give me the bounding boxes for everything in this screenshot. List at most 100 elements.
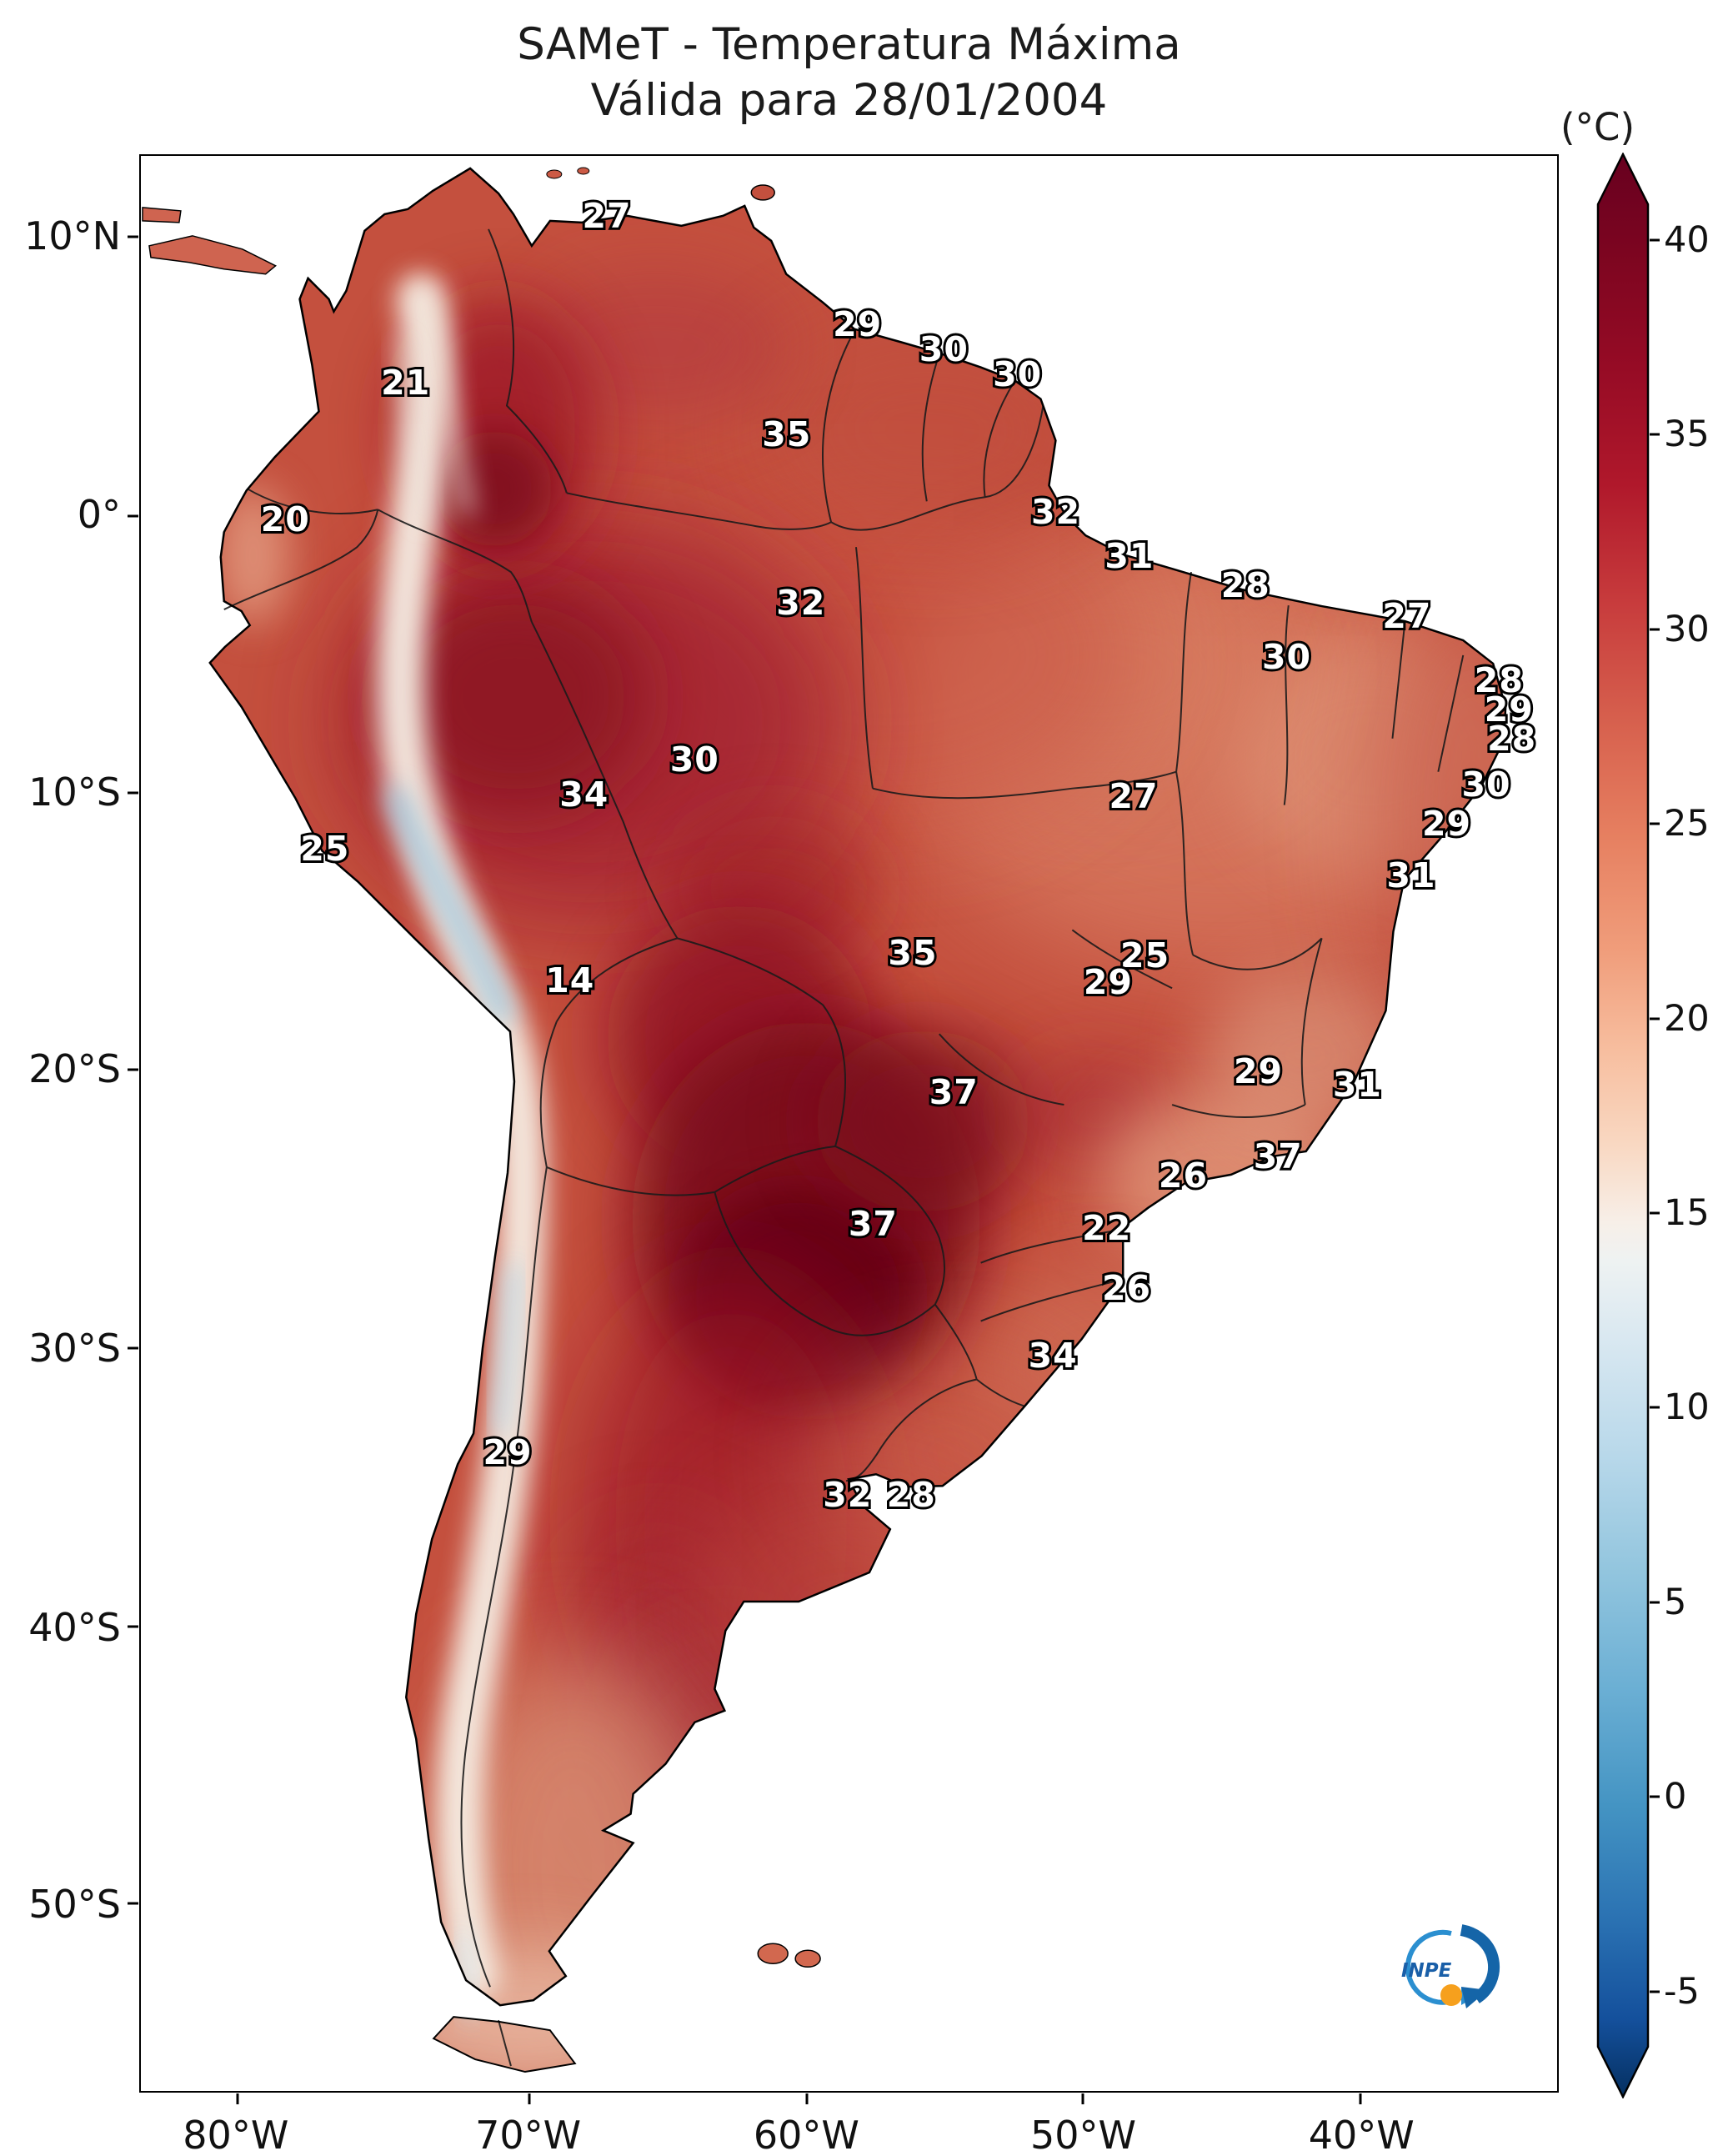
continent-coastline [208, 167, 1507, 2007]
colorbar-unit-label: (°C) [1560, 105, 1635, 149]
temp-label: 27 [1380, 594, 1433, 639]
inpe-logo-text: INPE [1401, 1960, 1452, 1982]
colorbar-tick-mark [1650, 1601, 1660, 1604]
colorbar-tick-mark [1650, 433, 1660, 436]
temp-label: 26 [1099, 1266, 1153, 1311]
temp-label: 30 [917, 327, 970, 372]
temp-label: 29 [1231, 1049, 1285, 1094]
inpe-logo: INPE [1368, 1910, 1522, 2031]
colorbar [1596, 153, 1650, 2098]
temp-label: 28 [1472, 658, 1525, 703]
temp-label: 30 [1260, 634, 1313, 679]
colorbar-tick-mark [1650, 1406, 1660, 1409]
colorbar-tick-mark [1650, 1990, 1660, 1993]
tierra-del-fuego-outline [432, 2016, 577, 2073]
x-axis-tick-label: 80°W [183, 2113, 289, 2156]
figure-title-line2: Válida para 28/01/2004 [590, 75, 1108, 126]
temp-label: 30 [990, 352, 1044, 397]
temp-label: 20 [258, 497, 312, 542]
temp-label: 29 [1482, 687, 1535, 732]
x-axis: 80°W 70°W 60°W 50°W 40°W [139, 2106, 1559, 2156]
colorbar-tick-mark [1650, 1211, 1660, 1215]
x-axis-tick-mark [528, 2093, 531, 2104]
y-axis-tick-mark [128, 235, 138, 238]
x-axis-tick-label: 40°W [1308, 2113, 1415, 2156]
temp-label: 28 [1485, 716, 1538, 761]
y-axis-tick-label: 10°S [28, 769, 121, 815]
y-axis-tick-label: 20°S [28, 1046, 121, 1092]
temp-label: 22 [1079, 1206, 1133, 1251]
temp-label: 29 [1420, 801, 1473, 846]
colorbar-tick-mark [1650, 1795, 1660, 1798]
temp-label: 29 [480, 1430, 533, 1475]
y-axis-tick-label: 10°N [24, 213, 121, 258]
temp-label: 29 [830, 302, 884, 347]
y-axis-tick-mark [128, 1346, 138, 1350]
temp-label: 32 [1029, 489, 1082, 534]
temp-label: 31 [1384, 853, 1437, 898]
temp-label: 31 [1102, 534, 1155, 579]
colorbar-tick-marks [1650, 153, 1661, 2098]
colorbar-tick-label: 30 [1664, 608, 1710, 650]
colorbar-tick-label: -5 [1664, 1970, 1700, 2013]
colorbar-tick-label: 25 [1664, 803, 1710, 845]
colorbar-tick-label: 15 [1664, 1192, 1710, 1235]
x-axis-tick-label: 50°W [1029, 2113, 1136, 2156]
colorbar-tick-label: 40 [1664, 219, 1710, 262]
colorbar-tick-label: 0 [1664, 1776, 1687, 1818]
colorbar-tick-mark [1650, 822, 1660, 825]
colorbar-tick-mark [1650, 628, 1660, 631]
x-axis-tick-mark [805, 2093, 809, 2104]
temp-label: 31 [1330, 1062, 1384, 1107]
colorbar-tick-label: 20 [1664, 997, 1710, 1040]
colorbar-tick-mark [1650, 238, 1660, 242]
y-axis-tick-label: 30°S [28, 1326, 121, 1371]
islands [142, 167, 821, 1968]
temp-label: 28 [1219, 563, 1272, 608]
temp-label: 37 [846, 1201, 899, 1246]
colorbar-tick-label: 10 [1664, 1386, 1710, 1429]
temp-label: 21 [378, 360, 432, 405]
y-axis: 10°N 0° 10°S 20°S 30°S 40°S 50°S [0, 154, 121, 2093]
colorbar-tick-label: 35 [1664, 414, 1710, 456]
temp-label: 28 [884, 1472, 938, 1517]
temp-label: 14 [543, 958, 596, 1003]
colorbar-tick-mark [1650, 1017, 1660, 1020]
temp-label: 27 [579, 193, 633, 238]
temp-label: 35 [885, 930, 939, 975]
map-plot-area: 27 29 30 30 21 35 20 32 31 28 27 32 30 28 29 28 30 30 34 27… [128, 154, 1559, 2104]
x-axis-tick-label: 60°W [753, 2113, 859, 2156]
inpe-logo-orange-dot [1440, 1984, 1462, 2006]
y-axis-tick-mark [128, 1625, 138, 1628]
x-axis-tick-mark [1081, 2093, 1084, 2104]
colorbar-tick-labels: 40 35 30 25 20 15 10 5 0 -5 [1664, 153, 1723, 2098]
x-axis-tick-mark [236, 2093, 239, 2104]
x-axis-tick-label: 70°W [475, 2113, 582, 2156]
temp-label: 34 [557, 772, 610, 817]
y-axis-tick-label: 50°S [28, 1882, 121, 1928]
temp-label: 30 [668, 737, 721, 782]
temp-label: 25 [298, 826, 351, 871]
temp-label: 26 [1156, 1153, 1210, 1198]
temp-label: 25 [1118, 933, 1171, 978]
country-state-borders [223, 228, 1465, 2067]
temp-label: 37 [927, 1070, 980, 1115]
y-axis-tick-mark [128, 791, 138, 795]
temperature-labels-layer: 27 29 30 30 21 35 20 32 31 28 27 32 30 28 29 28 30 30 34 27… [141, 156, 1557, 2091]
x-axis-tick-mark [1359, 2093, 1362, 2104]
y-axis-tick-mark [128, 1902, 138, 1905]
y-axis-tick-mark [128, 1068, 138, 1070]
temp-label: 32 [820, 1472, 874, 1517]
temp-label: 30 [1460, 762, 1513, 807]
y-axis-tick-label: 40°S [28, 1605, 121, 1650]
temp-label: 34 [1026, 1333, 1079, 1378]
figure-title: SAMeT - Temperatura Máxima Válida para 2… [139, 17, 1559, 128]
temp-label: 32 [774, 580, 827, 625]
temp-label: 29 [1081, 960, 1134, 1005]
south-america-map [142, 167, 1507, 2073]
temp-label: 35 [759, 412, 813, 457]
temp-label: 27 [1106, 774, 1160, 819]
figure-title-line1: SAMeT - Temperatura Máxima [517, 19, 1181, 70]
y-axis-tick-label: 0° [77, 492, 121, 538]
